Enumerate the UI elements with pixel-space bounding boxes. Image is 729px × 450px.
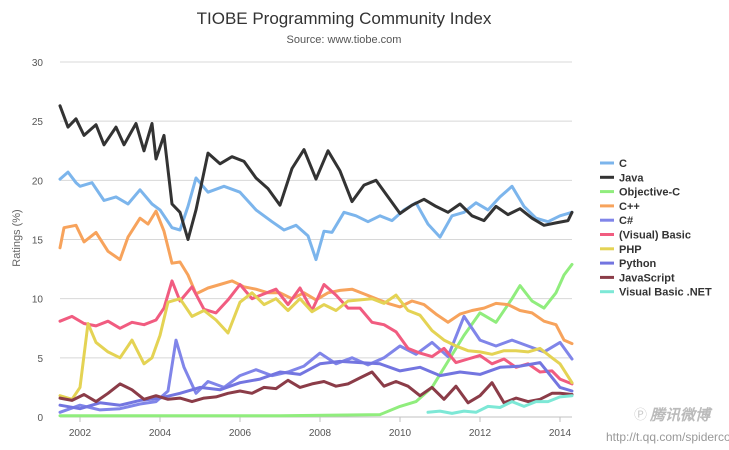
watermark-brand: 腾讯微博 xyxy=(649,407,713,424)
series-line-6 xyxy=(58,291,574,401)
legend-item[interactable]: Visual Basic .NET xyxy=(619,287,712,299)
plot-area xyxy=(58,104,574,418)
legend-item[interactable]: C xyxy=(619,158,627,170)
legend-item[interactable]: C# xyxy=(619,215,633,227)
y-tick-label: 15 xyxy=(32,236,44,247)
y-tick-label: 25 xyxy=(32,117,44,128)
legend-item[interactable]: (Visual) Basic xyxy=(619,230,691,242)
legend-item[interactable]: C++ xyxy=(619,201,640,213)
x-tick-label: 2012 xyxy=(469,428,492,439)
x-tick-label: 2008 xyxy=(309,428,332,439)
y-tick-label: 30 xyxy=(32,58,44,69)
chart-title: TIOBE Programming Community Index xyxy=(197,9,492,28)
x-tick-label: 2004 xyxy=(149,428,172,439)
series-line-1 xyxy=(58,104,574,241)
y-tick-label: 10 xyxy=(32,295,44,306)
x-tick-label: 2010 xyxy=(389,428,412,439)
series-line-9 xyxy=(426,394,574,415)
legend-item[interactable]: Python xyxy=(619,258,657,270)
y-tick-label: 20 xyxy=(32,176,44,187)
legend-item[interactable]: PHP xyxy=(619,244,642,256)
chart-subtitle: Source: www.tiobe.com xyxy=(287,34,402,46)
series-line-2 xyxy=(58,262,574,418)
series-line-3 xyxy=(58,209,574,346)
legend: C Java Objective-C C++ C# (Visual) Basic PHP Py… xyxy=(600,158,712,299)
watermark: Ⓟ 腾讯微博 http://t.qq.com/spidercoco xyxy=(606,407,729,444)
x-tick-label: 2006 xyxy=(229,428,252,439)
legend-item[interactable]: JavaScript xyxy=(619,272,675,284)
x-tick-label: 2002 xyxy=(69,428,92,439)
y-axis-ticks: 0 5 10 15 20 25 30 xyxy=(32,58,44,424)
y-tick-label: 0 xyxy=(37,413,43,424)
x-axis-ticks: 2002 2004 2006 2008 2010 2012 2014 xyxy=(69,417,572,439)
series-line-8 xyxy=(58,370,574,405)
series-line-0 xyxy=(58,170,574,262)
legend-item[interactable]: Objective-C xyxy=(619,187,680,199)
series-line-7 xyxy=(58,359,574,411)
x-tick-label: 2014 xyxy=(549,428,572,439)
weibo-logo-icon: Ⓟ xyxy=(634,407,647,422)
y-axis-label: Ratings (%) xyxy=(11,209,23,266)
watermark-url: http://t.qq.com/spidercoco xyxy=(606,430,729,444)
legend-item[interactable]: Java xyxy=(619,172,644,184)
y-tick-label: 5 xyxy=(37,354,43,365)
